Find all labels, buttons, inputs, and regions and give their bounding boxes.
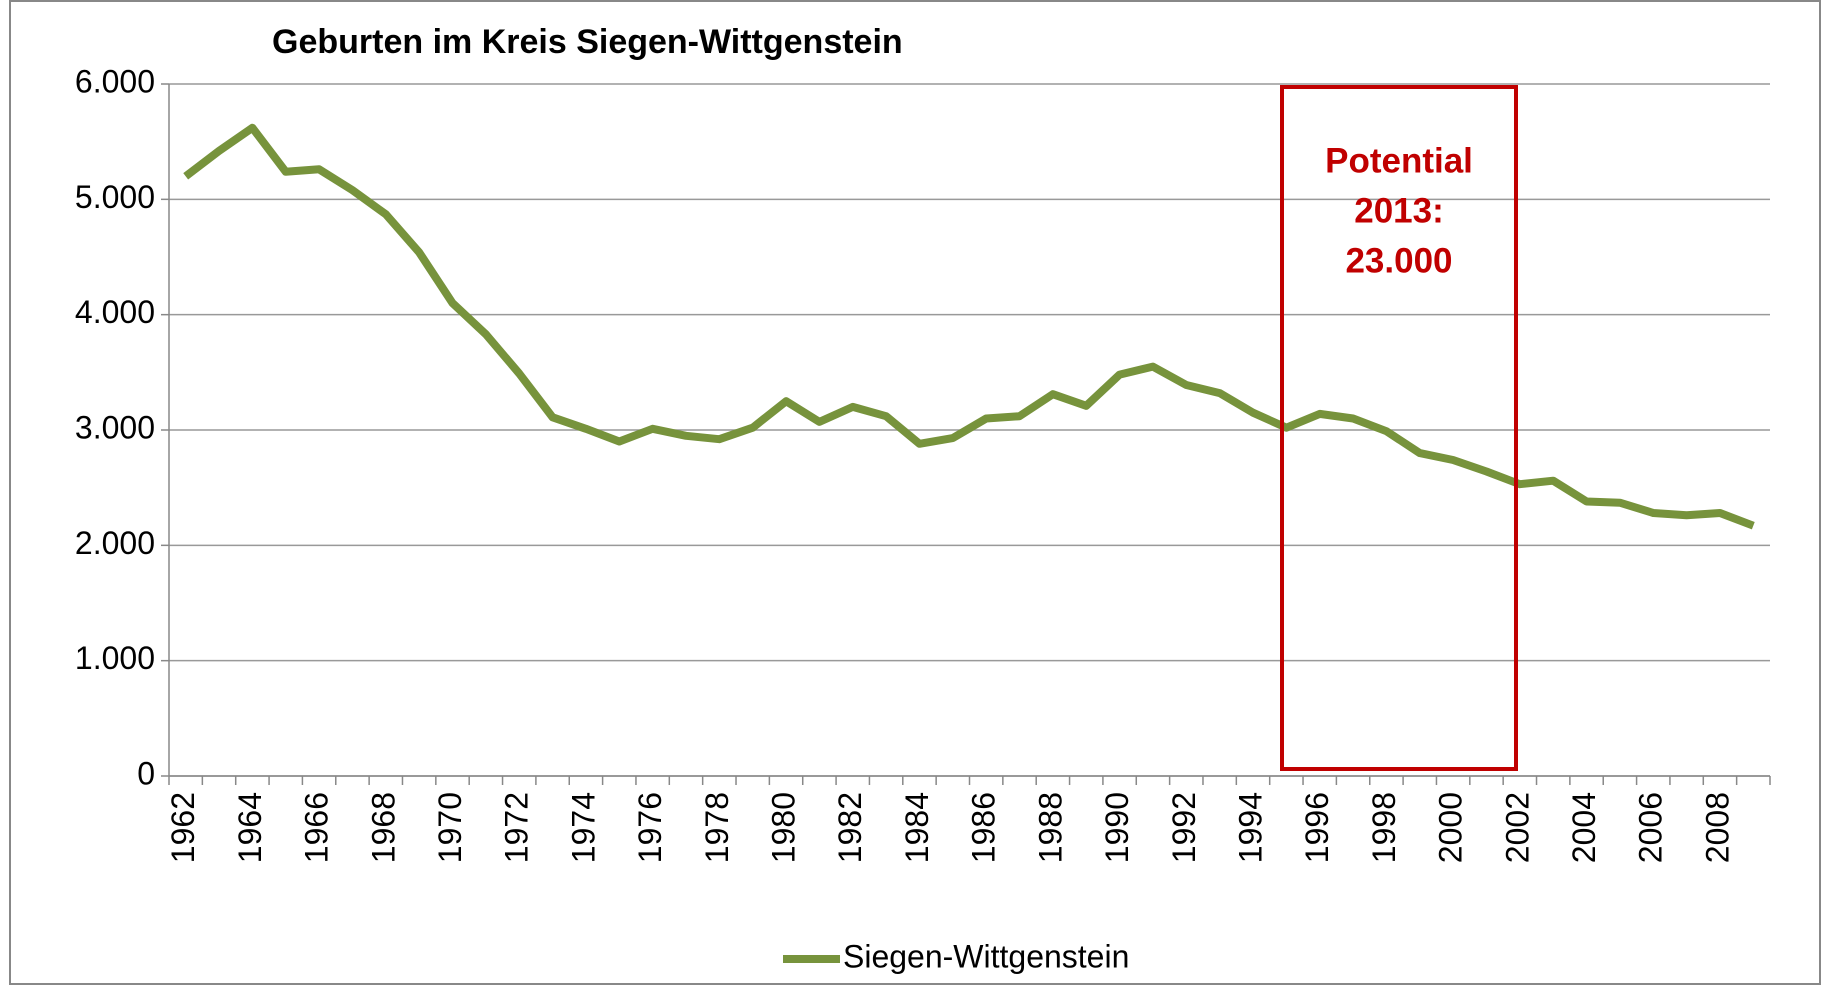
annotation-text: Potential <box>1325 141 1473 180</box>
x-tick-label: 1972 <box>499 792 535 863</box>
x-tick-label: 1986 <box>966 792 1002 863</box>
annotation-text: 2013: <box>1354 191 1444 230</box>
x-tick-label: 1980 <box>766 792 802 863</box>
y-tick-label: 5.000 <box>75 179 155 215</box>
x-tick-label: 1988 <box>1032 792 1068 863</box>
x-tick-label: 2002 <box>1499 792 1535 863</box>
x-tick-label: 1978 <box>699 792 735 863</box>
x-tick-label: 2008 <box>1699 792 1735 863</box>
x-tick-label: 1964 <box>232 792 268 863</box>
x-tick-label: 1962 <box>165 792 201 863</box>
x-tick-label: 1970 <box>432 792 468 863</box>
x-tick-label: 2000 <box>1433 792 1469 863</box>
x-tick-label: 1996 <box>1299 792 1335 863</box>
annotation-text: 23.000 <box>1345 241 1452 280</box>
x-tick-label: 1974 <box>565 792 601 863</box>
x-tick-label: 1994 <box>1232 792 1268 863</box>
y-tick-label: 1.000 <box>75 640 155 676</box>
x-tick-label: 2004 <box>1566 792 1602 863</box>
x-tick-label: 1984 <box>899 792 935 863</box>
data-line <box>183 123 1755 530</box>
x-tick-label: 1982 <box>832 792 868 863</box>
x-tick-label: 1976 <box>632 792 668 863</box>
chart-title: Geburten im Kreis Siegen-Wittgenstein <box>272 23 903 61</box>
y-tick-label: 3.000 <box>75 409 155 445</box>
y-tick-label: 0 <box>137 755 155 791</box>
x-tick-label: 1990 <box>1099 792 1135 863</box>
y-tick-label: 4.000 <box>75 294 155 330</box>
annotation-box <box>1280 85 1518 771</box>
y-tick-label: 2.000 <box>75 525 155 561</box>
x-tick-label: 1998 <box>1366 792 1402 863</box>
x-tick-label: 1966 <box>299 792 335 863</box>
x-tick-label: 2006 <box>1633 792 1669 863</box>
chart-border <box>9 0 1821 985</box>
x-tick-label: 1968 <box>365 792 401 863</box>
legend-label: Siegen-Wittgenstein <box>843 938 1129 974</box>
y-tick-label: 6.000 <box>75 63 155 99</box>
x-tick-label: 1992 <box>1166 792 1202 863</box>
